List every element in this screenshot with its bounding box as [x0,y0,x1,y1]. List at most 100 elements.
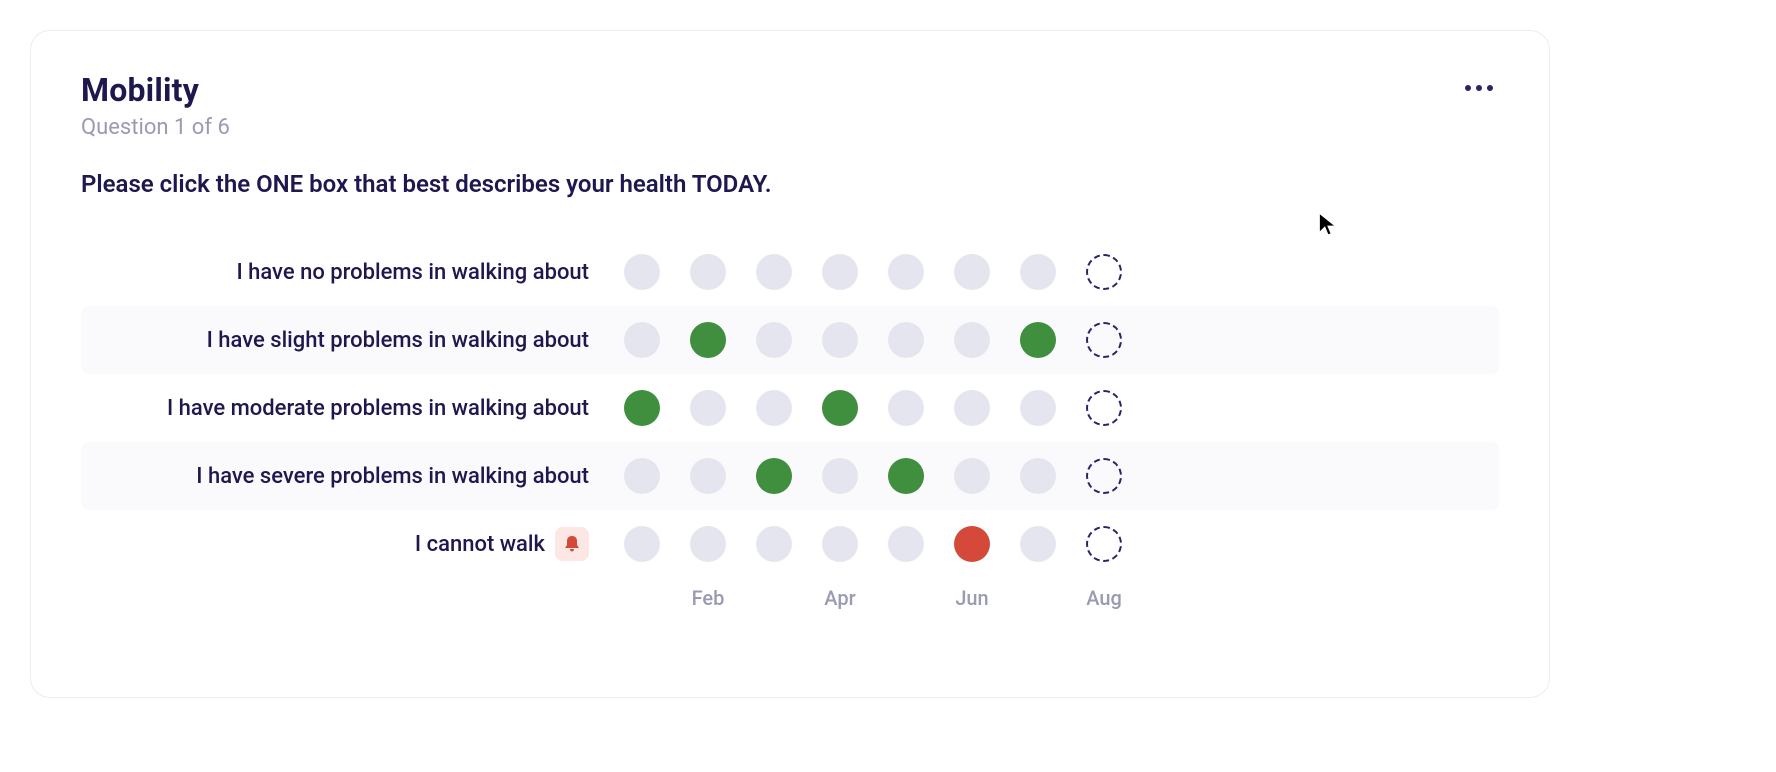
dot-empty [822,254,858,290]
response-cell[interactable] [609,374,675,442]
response-cell[interactable] [873,306,939,374]
response-cell[interactable] [741,442,807,510]
response-cell[interactable] [609,510,675,578]
response-cell[interactable] [609,238,675,306]
response-cell[interactable] [741,374,807,442]
response-cell[interactable] [1071,442,1137,510]
response-cell[interactable] [1005,306,1071,374]
dot-empty [954,322,990,358]
month-label [609,586,675,610]
ellipsis-icon [1465,85,1471,91]
response-cell[interactable] [873,442,939,510]
response-cell[interactable] [741,238,807,306]
dot-empty [1020,458,1056,494]
response-cell[interactable] [873,510,939,578]
response-cell[interactable] [807,442,873,510]
row-label-text: I cannot walk [415,532,545,557]
dot-empty [954,390,990,426]
row-label: I have no problems in walking about [81,260,609,285]
response-cell[interactable] [939,306,1005,374]
response-row: I have slight problems in walking about [81,306,1499,374]
dot-green [888,458,924,494]
response-cell[interactable] [807,238,873,306]
row-label: I have moderate problems in walking abou… [81,396,609,421]
response-cell[interactable] [741,306,807,374]
dot-empty [756,322,792,358]
dot-dashed [1086,458,1122,494]
response-cell[interactable] [1005,510,1071,578]
dot-dashed [1086,322,1122,358]
dot-empty [888,526,924,562]
dot-green [624,390,660,426]
card-header: Mobility Question 1 of 6 [81,71,1499,140]
dot-green [690,322,726,358]
response-cell[interactable] [675,238,741,306]
response-cell[interactable] [675,442,741,510]
response-cell[interactable] [807,306,873,374]
response-cell[interactable] [1071,510,1137,578]
dot-empty [888,322,924,358]
alert-badge [555,527,589,561]
card-title: Mobility [81,71,1499,109]
row-label-text: I have moderate problems in walking abou… [167,396,589,421]
response-cell[interactable] [741,510,807,578]
response-cell[interactable] [1071,238,1137,306]
response-row: I have moderate problems in walking abou… [81,374,1499,442]
dot-empty [690,458,726,494]
dot-empty [888,390,924,426]
dot-dashed [1086,390,1122,426]
response-cell[interactable] [1071,374,1137,442]
dot-dashed [1086,254,1122,290]
row-label: I have severe problems in walking about [81,464,609,489]
more-options-button[interactable] [1459,73,1499,103]
response-cell[interactable] [675,374,741,442]
response-cell[interactable] [609,442,675,510]
dot-empty [624,254,660,290]
response-cell[interactable] [1005,374,1071,442]
cursor-icon [1317,211,1339,237]
month-label: Jun [939,586,1005,610]
response-cell[interactable] [675,306,741,374]
dot-empty [1020,526,1056,562]
dot-empty [690,526,726,562]
response-cell[interactable] [1071,306,1137,374]
dot-empty [690,390,726,426]
response-cell[interactable] [807,374,873,442]
dot-empty [954,458,990,494]
response-cell[interactable] [939,238,1005,306]
month-label: Feb [675,586,741,610]
row-label: I have slight problems in walking about [81,328,609,353]
dot-empty [624,322,660,358]
dot-green [1020,322,1056,358]
response-row: I cannot walk [81,510,1499,578]
response-cell[interactable] [1005,442,1071,510]
month-label: Apr [807,586,873,610]
month-label: Aug [1071,586,1137,610]
response-cell[interactable] [939,510,1005,578]
dot-empty [756,390,792,426]
bell-icon [564,535,580,553]
dot-green [822,390,858,426]
response-cell[interactable] [873,374,939,442]
response-cell[interactable] [939,374,1005,442]
card-subtitle: Question 1 of 6 [81,115,1499,140]
dot-empty [1020,254,1056,290]
dot-green [756,458,792,494]
month-axis: Feb Apr Jun Aug [81,586,1499,610]
dot-empty [1020,390,1056,426]
row-label-text: I have severe problems in walking about [196,464,589,489]
response-cell[interactable] [675,510,741,578]
row-label: I cannot walk [81,527,609,561]
dot-empty [822,526,858,562]
dot-empty [888,254,924,290]
response-cell[interactable] [939,442,1005,510]
response-cell[interactable] [609,306,675,374]
month-label [873,586,939,610]
response-cell[interactable] [873,238,939,306]
dot-empty [624,526,660,562]
dot-empty [690,254,726,290]
month-label [741,586,807,610]
response-cell[interactable] [1005,238,1071,306]
response-cell[interactable] [807,510,873,578]
row-label-text: I have no problems in walking about [236,260,589,285]
